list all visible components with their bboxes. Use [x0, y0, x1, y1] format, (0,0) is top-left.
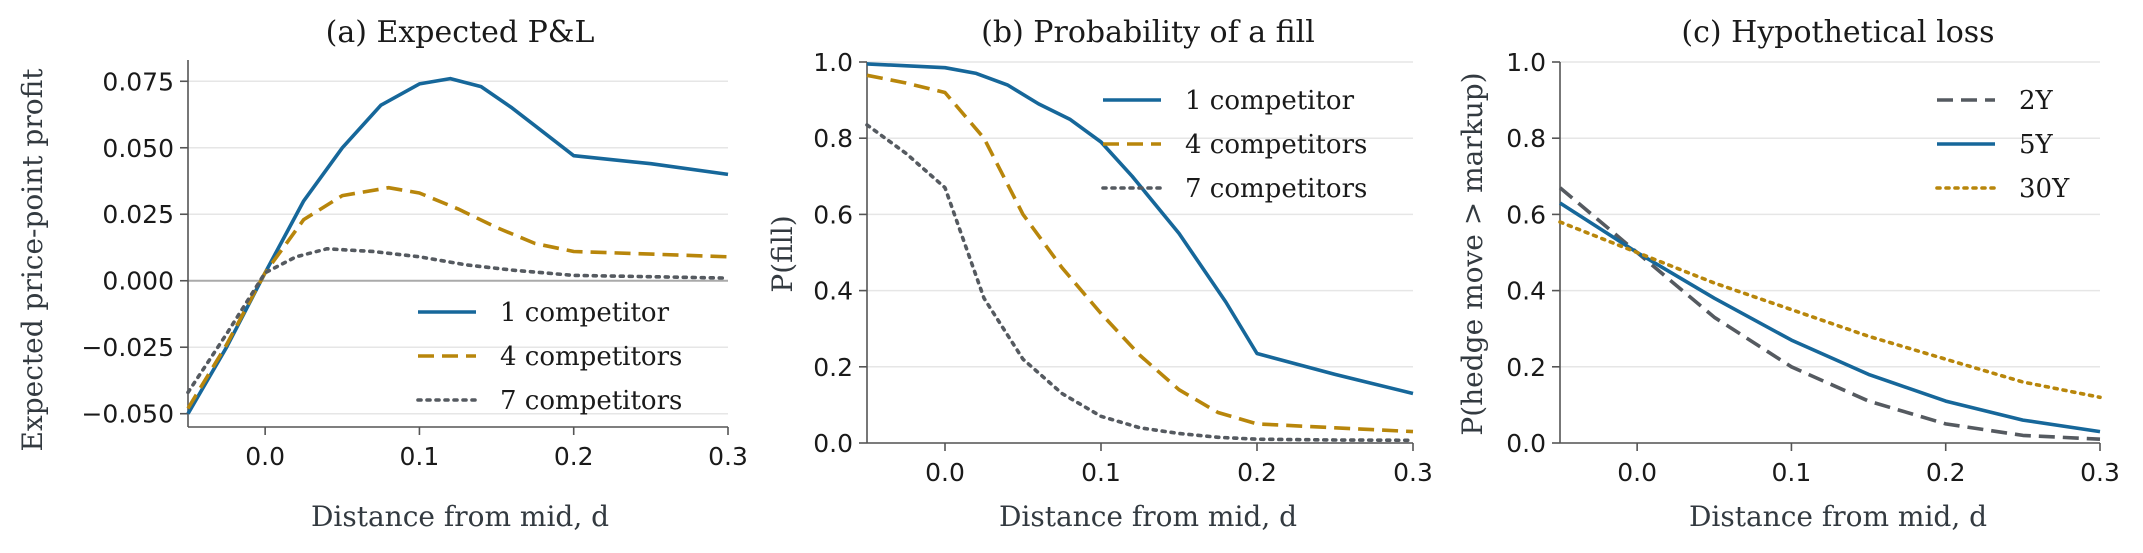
- series-line: [1559, 201, 2101, 434]
- legend-label: 5Y: [2019, 130, 2054, 160]
- panel-c-hypothetical-loss: (c) Hypothetical loss Distance from mid,…: [1456, 15, 2120, 533]
- series-line: [1558, 186, 2101, 441]
- x-tick-label: 0.0: [1617, 458, 1657, 487]
- y-tick-label: 0.075: [102, 67, 174, 96]
- y-tick-label: 1.0: [813, 48, 853, 77]
- y-tick-label: 0.050: [102, 134, 174, 163]
- x-tick-label: 0.2: [1237, 458, 1277, 487]
- x-axis-label: Distance from mid, d: [1689, 500, 1987, 533]
- series-line: [866, 73, 1414, 434]
- y-axis-label: P(fill): [766, 215, 799, 292]
- series-line: [866, 62, 1414, 396]
- legend-label: 7 competitors: [1185, 174, 1367, 204]
- x-tick-label: 0.3: [708, 442, 748, 471]
- x-axis-label: Distance from mid, d: [311, 500, 609, 533]
- series-line: [1558, 220, 2102, 400]
- x-tick-label: 0.1: [1772, 458, 1812, 487]
- y-tick-label: 0.000: [102, 267, 174, 296]
- y-tick-label: 1.0: [1506, 48, 1546, 77]
- y-axis-label: P(hedge move > markup): [1456, 72, 1489, 435]
- series-line: [865, 123, 1415, 443]
- series-line: [186, 76, 729, 415]
- x-tick-label: 0.2: [1926, 458, 1966, 487]
- y-tick-label: 0.6: [813, 200, 853, 229]
- x-tick-label: 0.1: [400, 442, 440, 471]
- panel-a-expected-pnl: (a) Expected P&L Distance from mid, d Ex…: [16, 15, 748, 533]
- chart-title: (b) Probability of a fill: [981, 15, 1315, 50]
- x-tick-label: 0.1: [1081, 458, 1121, 487]
- chart-title: (c) Hypothetical loss: [1681, 15, 1994, 50]
- legend-label: 2Y: [2019, 86, 2054, 116]
- x-tick-label: 0.3: [1393, 458, 1433, 487]
- series-line: [186, 247, 730, 395]
- panel-b-fill-probability: (b) Probability of a fill Distance from …: [766, 15, 1433, 533]
- y-tick-label: 0.025: [102, 200, 174, 229]
- legend-label: 1 competitor: [500, 298, 670, 328]
- legend-label: 4 competitors: [500, 342, 682, 372]
- y-tick-label: 0.2: [813, 353, 853, 382]
- legend-label: 1 competitor: [1185, 86, 1355, 116]
- y-tick-label: −0.050: [81, 400, 174, 429]
- legend-label: 4 competitors: [1185, 130, 1367, 160]
- y-tick-label: 0.4: [813, 277, 853, 306]
- y-tick-label: 0.6: [1506, 200, 1546, 229]
- y-tick-label: 0.2: [1506, 353, 1546, 382]
- x-tick-label: 0.0: [925, 458, 965, 487]
- y-tick-label: 0.0: [1506, 429, 1546, 458]
- x-tick-label: 0.2: [554, 442, 594, 471]
- y-axis-label: Expected price-point profit: [16, 68, 49, 452]
- y-tick-label: 0.4: [1506, 277, 1546, 306]
- x-axis-label: Distance from mid, d: [999, 500, 1297, 533]
- y-tick-label: 0.0: [813, 429, 853, 458]
- y-tick-label: −0.025: [81, 333, 174, 362]
- x-tick-label: 0.0: [245, 442, 285, 471]
- x-tick-label: 0.3: [2080, 458, 2120, 487]
- y-tick-label: 0.8: [813, 124, 853, 153]
- chart-title: (a) Expected P&L: [326, 15, 595, 50]
- legend-label: 30Y: [2019, 174, 2070, 204]
- y-tick-label: 0.8: [1506, 124, 1546, 153]
- legend-label: 7 competitors: [500, 386, 682, 416]
